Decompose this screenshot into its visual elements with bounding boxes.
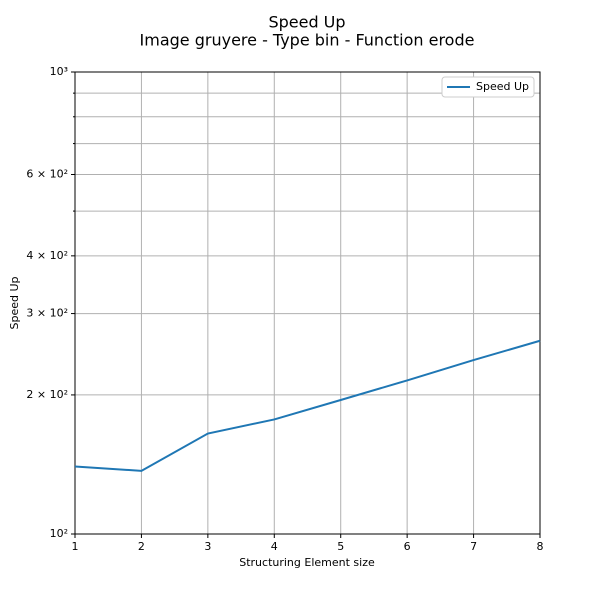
- y-tick-label: 2 × 10²: [26, 388, 68, 401]
- y-tick-label: 4 × 10²: [26, 249, 68, 262]
- x-tick-label: 3: [204, 540, 211, 553]
- y-axis-label: Speed Up: [8, 276, 21, 329]
- x-tick-label: 6: [404, 540, 411, 553]
- chart-subtitle: Image gruyere - Type bin - Function erod…: [140, 31, 475, 50]
- x-tick-label: 4: [271, 540, 278, 553]
- x-axis-label: Structuring Element size: [239, 556, 375, 569]
- chart-title: Speed Up: [268, 13, 345, 32]
- y-tick-label: 10³: [50, 65, 68, 78]
- x-tick-label: 2: [138, 540, 145, 553]
- line: [74, 339, 541, 472]
- y-tick-label: 6 × 10²: [26, 167, 68, 180]
- legend-label: Speed Up: [476, 80, 529, 93]
- y-tick-label: 3 × 10²: [26, 307, 68, 320]
- legend-box: [441, 76, 535, 98]
- x-tick-label: 7: [470, 540, 477, 553]
- y-tick-label: 10²: [50, 527, 68, 540]
- x-tick-label: 1: [72, 540, 79, 553]
- x-tick-label: 5: [337, 540, 344, 553]
- x-tick-label: 8: [537, 540, 544, 553]
- plot-frame: [74, 71, 541, 535]
